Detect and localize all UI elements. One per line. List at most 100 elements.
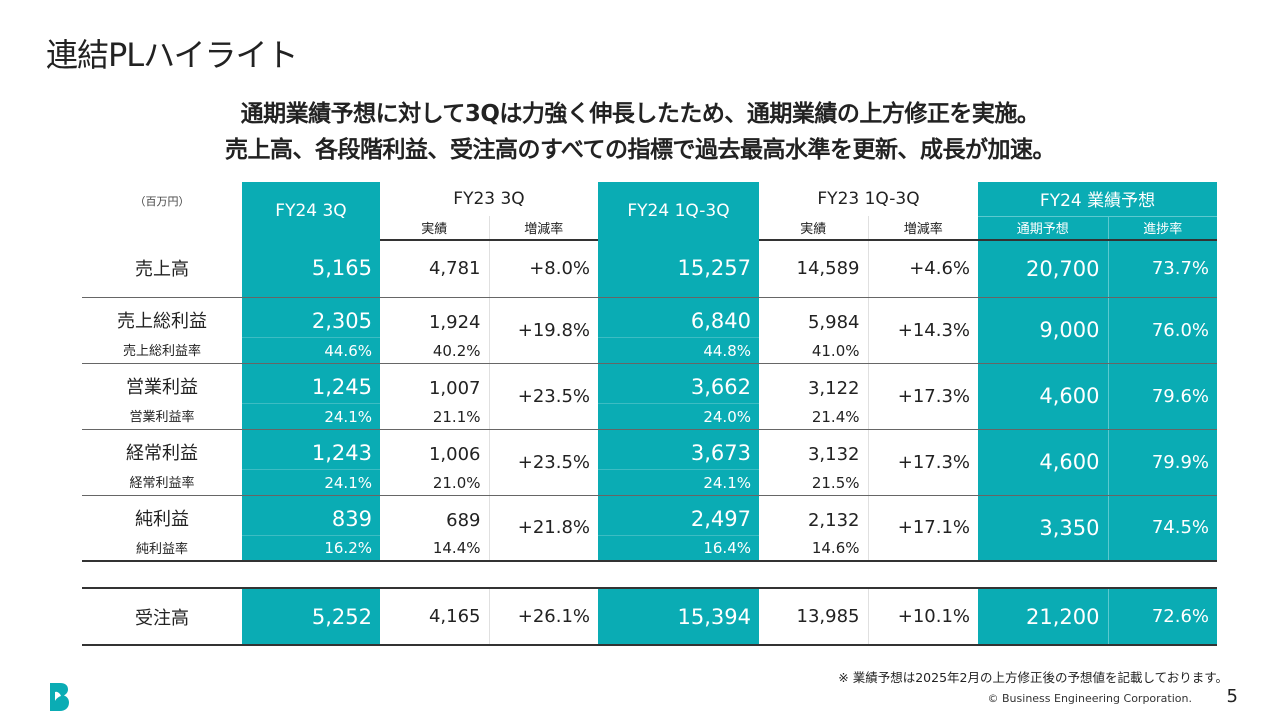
sales-value: +4.6% xyxy=(867,240,979,298)
page-title: 連結PLハイライト xyxy=(46,36,298,74)
sales-value: +8.0% xyxy=(488,240,598,298)
header-progress: 進捗率 xyxy=(1107,216,1218,241)
orders-value: 13,985 xyxy=(759,588,868,646)
fy23-3q-value: 1,006 xyxy=(428,444,481,465)
unit-label: （百万円） xyxy=(134,195,190,208)
forecast-value: 4,600 xyxy=(978,429,1109,496)
orders-value: 4,165 xyxy=(380,588,489,646)
change-cum-value: +17.3% xyxy=(867,429,979,496)
sales-value: 20,700 xyxy=(978,240,1109,298)
forecast-value: 3,350 xyxy=(978,495,1109,562)
fy23-3q-margin: 40.2% xyxy=(380,337,489,364)
forecast-value: 9,000 xyxy=(978,297,1109,364)
sales-value: 15,257 xyxy=(598,240,759,298)
change-cum-value: +17.1% xyxy=(867,495,979,562)
fy23-cum-value: 2,132 xyxy=(807,510,860,531)
fy23-cum-value: 5,984 xyxy=(807,312,860,333)
fy23-3q-value: 689 xyxy=(446,510,481,531)
margin-row: 純利益率 16.2% 14.4% 16.4% 14.6% xyxy=(82,534,1217,562)
fy24-3q-margin: 44.6% xyxy=(242,336,380,364)
fy23-3q-margin: 14.4% xyxy=(380,535,489,562)
profit-label: 経常利益 xyxy=(126,443,198,464)
orders-value: +26.1% xyxy=(488,588,598,646)
fy24-cum-margin: 24.1% xyxy=(598,468,759,496)
fy23-3q-value: 1,007 xyxy=(428,378,481,399)
fy23-3q-margin: 21.0% xyxy=(380,469,489,496)
margin-label: 営業利益率 xyxy=(82,403,242,430)
progress-value: 79.6% xyxy=(1107,363,1218,430)
profit-row: 営業利益 1,245 1,007 +23.5% 3,662 3,122 +17.… xyxy=(82,363,1218,430)
header-actual: 実績 xyxy=(759,216,868,241)
profit-label: 営業利益 xyxy=(126,377,198,398)
fy24-cum-value: 3,673 xyxy=(598,429,759,469)
forecast-value: 4,600 xyxy=(978,363,1109,430)
change-3q-value: +23.5% xyxy=(488,429,598,496)
margin-label: 経常利益率 xyxy=(82,469,242,496)
footnote: ※ 業績予想は2025年2月の上方修正後の予想値を記載しております。 xyxy=(838,670,1228,685)
fy23-3q-margin: 21.1% xyxy=(380,403,489,430)
progress-value: 76.0% xyxy=(1107,297,1218,364)
fy24-cum-margin: 44.8% xyxy=(598,336,759,364)
header-fy24-forecast: FY24 業績予想 xyxy=(978,182,1218,217)
orders-label: 受注高 xyxy=(82,588,242,646)
header-actual: 実績 xyxy=(380,216,489,241)
pl-table: （百万円） FY24 3Q FY23 3Q FY24 1Q-3Q FY23 1Q… xyxy=(82,182,1218,646)
fy24-3q-margin: 24.1% xyxy=(242,468,380,496)
header-full-year: 通期予想 xyxy=(978,216,1109,241)
orders-row: 受注高 5,252 4,165 +26.1% 15,394 13,985 +10.1% 21,… xyxy=(82,588,1218,646)
fy23-cum-value: 3,132 xyxy=(807,444,860,465)
profit-row: 純利益 839 689 +21.8% 2,497 2,132 +17.1% 3,… xyxy=(82,495,1218,562)
company-logo-icon xyxy=(50,683,69,711)
margin-row: 営業利益率 24.1% 21.1% 24.0% 21.4% xyxy=(82,402,1217,430)
fy24-cum-margin: 24.0% xyxy=(598,402,759,430)
progress-value: 74.5% xyxy=(1107,495,1218,562)
sales-value: 5,165 xyxy=(242,240,380,298)
orders-value: 21,200 xyxy=(978,588,1109,646)
change-3q-value: +19.8% xyxy=(488,297,598,364)
fy24-3q-margin: 24.1% xyxy=(242,402,380,430)
profit-label: 純利益 xyxy=(135,509,189,530)
sales-value: 4,781 xyxy=(380,240,489,298)
orders-value: 5,252 xyxy=(242,588,380,646)
subtitle-line-1: 通期業績予想に対して3Qは力強く伸長したため、通期業績の上方修正を実施。 xyxy=(240,101,1040,127)
header-fy23-1q3q: FY23 1Q-3Q xyxy=(817,189,920,209)
subtitle-line-2: 売上高、各段階利益、受注高のすべての指標で過去最高水準を更新、成長が加速。 xyxy=(225,137,1055,163)
fy23-3q-value: 1,924 xyxy=(428,312,481,333)
copyright: © Business Engineering Corporation. xyxy=(987,692,1192,705)
sales-label: 売上高 xyxy=(82,240,242,298)
change-3q-value: +21.8% xyxy=(488,495,598,562)
margin-row: 売上総利益率 44.6% 40.2% 44.8% 41.0% xyxy=(82,336,1217,364)
sales-value: 73.7% xyxy=(1107,240,1218,298)
orders-value: 15,394 xyxy=(598,588,759,646)
margin-label: 売上総利益率 xyxy=(82,337,242,364)
orders-value: +10.1% xyxy=(867,588,979,646)
fy23-cum-value: 3,122 xyxy=(807,378,860,399)
fy24-3q-value: 2,305 xyxy=(242,297,380,337)
fy23-cum-margin: 21.4% xyxy=(759,403,868,430)
header-fy24-1q3q: FY24 1Q-3Q xyxy=(598,182,759,240)
change-cum-value: +14.3% xyxy=(867,297,979,364)
margin-label: 純利益率 xyxy=(82,535,242,562)
fy24-cum-value: 6,840 xyxy=(598,297,759,337)
fy24-cum-margin: 16.4% xyxy=(598,534,759,562)
fy24-3q-value: 1,243 xyxy=(242,429,380,469)
orders-value: 72.6% xyxy=(1107,588,1218,646)
header-change: 増減率 xyxy=(867,216,979,241)
profit-label: 売上総利益 xyxy=(117,311,207,332)
fy24-cum-value: 2,497 xyxy=(598,495,759,535)
header-fy24-3q: FY24 3Q xyxy=(242,182,380,240)
margin-row: 経常利益率 24.1% 21.0% 24.1% 21.5% xyxy=(82,468,1217,496)
progress-value: 79.9% xyxy=(1107,429,1218,496)
fy23-cum-margin: 41.0% xyxy=(759,337,868,364)
fy24-3q-value: 839 xyxy=(242,495,380,535)
profit-row: 経常利益 1,243 1,006 +23.5% 3,673 3,132 +17.… xyxy=(82,429,1218,496)
change-cum-value: +17.3% xyxy=(867,363,979,430)
sales-value: 14,589 xyxy=(759,240,868,298)
fy24-cum-value: 3,662 xyxy=(598,363,759,403)
header-change: 増減率 xyxy=(488,216,598,241)
fy24-3q-value: 1,245 xyxy=(242,363,380,403)
fy23-cum-margin: 14.6% xyxy=(759,535,868,562)
profit-row: 売上総利益 2,305 1,924 +19.8% 6,840 5,984 +14… xyxy=(82,297,1218,364)
fy23-cum-margin: 21.5% xyxy=(759,469,868,496)
change-3q-value: +23.5% xyxy=(488,363,598,430)
